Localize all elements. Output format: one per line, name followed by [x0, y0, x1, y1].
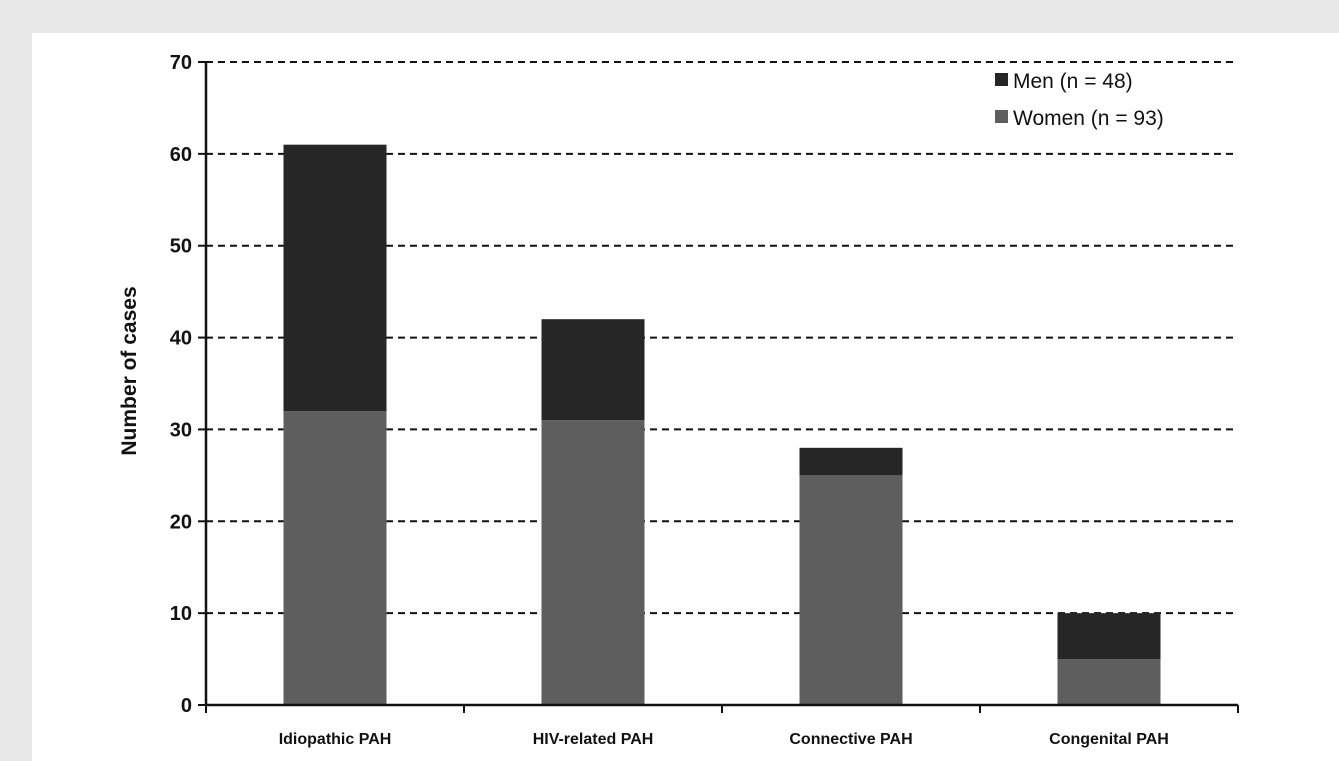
axes [198, 61, 1239, 713]
legend-swatch-men [995, 73, 1008, 86]
y-tick-label: 20 [170, 511, 192, 533]
bar-women-0 [283, 411, 387, 705]
y-tick-label: 0 [181, 695, 192, 717]
bar-women-1 [541, 420, 645, 705]
legend-label-men: Men (n = 48) [1013, 70, 1133, 93]
labels: 0 10 20 30 40 50 60 70 Idiopathic PAH HIV-related… [170, 52, 1169, 748]
y-tick-label: 70 [170, 52, 192, 74]
bar-men-1 [541, 319, 645, 421]
bar-women-2 [799, 475, 903, 705]
bar-women-3 [1057, 659, 1161, 705]
y-tick-label: 30 [170, 419, 192, 441]
y-tick-label: 50 [170, 236, 192, 258]
legend-swatch-women [995, 110, 1008, 123]
y-tick-label: 40 [170, 328, 192, 350]
x-tick-label: Congenital PAH [1049, 731, 1169, 748]
bar-men-0 [283, 144, 387, 412]
y-tick-label: 10 [170, 603, 192, 625]
legend: Men (n = 48) Women (n = 93) [995, 70, 1164, 130]
x-tick-label: Connective PAH [789, 731, 912, 748]
y-tick-label: 60 [170, 144, 192, 166]
x-tick-label: Idiopathic PAH [279, 731, 392, 748]
bar-men-2 [799, 447, 903, 476]
bars [283, 144, 1161, 705]
bar-men-3 [1057, 613, 1161, 660]
x-tick-label: HIV-related PAH [533, 731, 654, 748]
legend-label-women: Women (n = 93) [1013, 107, 1164, 130]
y-axis-title: Number of cases [118, 286, 141, 455]
